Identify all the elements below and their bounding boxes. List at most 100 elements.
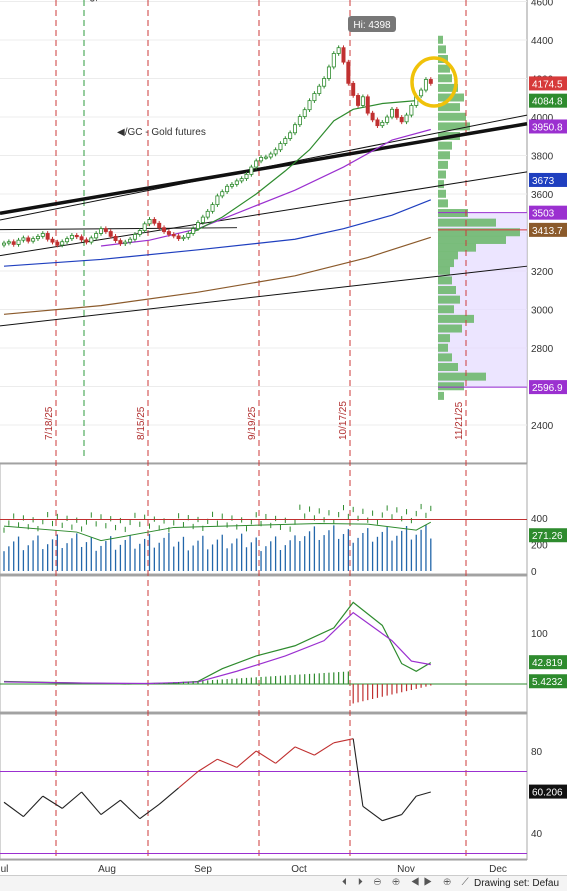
volume-value: 271.26 bbox=[532, 531, 563, 542]
volume-tick: 400 bbox=[531, 514, 548, 525]
navigation-tools[interactable]: ⏴ ⏵ ⊖ ⊕ ◀▶ ⊕ ⟋ bbox=[342, 877, 473, 888]
rsi-line bbox=[197, 758, 218, 772]
candle-body bbox=[351, 82, 356, 96]
y-tick-label: 3200 bbox=[531, 267, 554, 278]
macd-tick: 100 bbox=[531, 629, 548, 640]
macd-panel: 100 42.819 5.4232 bbox=[0, 601, 567, 704]
profile-bar bbox=[438, 286, 456, 295]
volume-tick: 200 bbox=[531, 541, 548, 552]
x-tick-label: Aug bbox=[98, 864, 116, 875]
candle-body bbox=[336, 47, 341, 54]
candle-body bbox=[302, 109, 307, 118]
annotations: ◀/GC - Gold futures Hi: 4398 bbox=[117, 16, 458, 138]
candle-body bbox=[360, 96, 365, 106]
candle-body bbox=[322, 78, 327, 87]
candle-body bbox=[423, 79, 428, 91]
rsi-line bbox=[314, 742, 335, 756]
candle-body bbox=[341, 47, 346, 63]
candle-body bbox=[263, 156, 268, 159]
x-tick-label: Oct bbox=[291, 864, 307, 875]
candle-body bbox=[94, 233, 99, 239]
candle-body bbox=[254, 160, 259, 168]
panel-frames bbox=[0, 0, 528, 861]
profile-bar bbox=[438, 141, 452, 150]
candle-body bbox=[176, 235, 181, 240]
candle-body bbox=[326, 66, 331, 79]
profile-bar bbox=[438, 353, 452, 362]
candle-body bbox=[409, 105, 414, 116]
candle-body bbox=[268, 153, 273, 158]
profile-bar bbox=[438, 324, 462, 333]
candle-body bbox=[103, 228, 108, 232]
candle-body bbox=[428, 79, 433, 84]
x-tick-label: Sep bbox=[194, 864, 212, 875]
candle-body bbox=[385, 116, 390, 123]
candle-body bbox=[215, 195, 220, 205]
signal-value-box bbox=[529, 674, 567, 689]
profile-bar bbox=[438, 83, 458, 92]
profile-bar bbox=[438, 334, 450, 343]
profile-bar bbox=[438, 122, 470, 131]
candle-body bbox=[147, 219, 152, 225]
candle-body bbox=[31, 238, 36, 242]
rsi-line bbox=[139, 803, 160, 820]
ma-green bbox=[188, 100, 417, 235]
candle-body bbox=[195, 222, 200, 230]
candle-body bbox=[317, 85, 322, 94]
y-tick-label: 4600 bbox=[531, 0, 554, 9]
rsi-line bbox=[416, 791, 431, 797]
candle-body bbox=[229, 183, 234, 187]
chart-toolbar: ⏴ ⏵ ⊖ ⊕ ◀▶ ⊕ ⟋ Drawing set: Defau bbox=[0, 875, 567, 891]
rsi-line bbox=[401, 795, 417, 815]
rsi-line bbox=[333, 738, 354, 744]
profile-bar bbox=[438, 74, 452, 83]
candle-body bbox=[26, 237, 31, 242]
price-label: 2596.9 bbox=[532, 383, 563, 394]
support-trendline bbox=[0, 265, 528, 327]
signal-value: 5.4232 bbox=[532, 677, 563, 688]
rsi-line bbox=[382, 814, 402, 822]
rsi-panel: 80 40 60.206 bbox=[0, 738, 567, 854]
price-label-box bbox=[529, 76, 567, 91]
profile-bar bbox=[438, 103, 460, 112]
candle-body bbox=[113, 235, 118, 241]
hi-badge bbox=[348, 16, 396, 32]
candle-body bbox=[79, 236, 84, 241]
volume-average bbox=[3, 521, 432, 542]
green-marker-label: 225 bbox=[87, 0, 98, 2]
candle-body bbox=[166, 231, 171, 235]
price-label: 3413.7 bbox=[532, 226, 563, 237]
profile-bar bbox=[438, 112, 466, 121]
candle-body bbox=[69, 234, 74, 240]
candle-body bbox=[205, 210, 210, 218]
rsi-line bbox=[255, 750, 276, 764]
price-label-box bbox=[529, 119, 567, 134]
x-tick-label: Nov bbox=[397, 864, 415, 875]
candle-body bbox=[375, 119, 380, 127]
candle-body bbox=[346, 61, 351, 84]
rsi-value-box bbox=[529, 784, 567, 799]
profile-bar bbox=[438, 251, 458, 260]
profile-bar bbox=[438, 305, 454, 314]
candle-body bbox=[399, 116, 404, 123]
candle-body bbox=[370, 112, 375, 121]
candle-body bbox=[404, 114, 409, 123]
date-marker-label: 11/21/25 bbox=[454, 401, 465, 440]
profile-bar bbox=[438, 35, 443, 44]
volume-panel: 400 200 0 271.26 bbox=[0, 503, 567, 578]
candle-body bbox=[244, 173, 249, 180]
signal-line bbox=[3, 611, 431, 685]
candle-body bbox=[84, 239, 89, 243]
profile-bar bbox=[438, 151, 450, 160]
macd-line bbox=[3, 601, 432, 685]
profile-bar bbox=[438, 363, 458, 372]
macd-value-box bbox=[529, 655, 567, 670]
volume-value-box bbox=[529, 528, 567, 543]
candle-body bbox=[108, 231, 113, 237]
candle-body bbox=[220, 191, 225, 197]
candle-body bbox=[307, 100, 312, 111]
drawing-set-label[interactable]: Drawing set: Defau bbox=[474, 878, 560, 889]
candle-body bbox=[186, 233, 191, 238]
candle-body bbox=[210, 204, 215, 212]
